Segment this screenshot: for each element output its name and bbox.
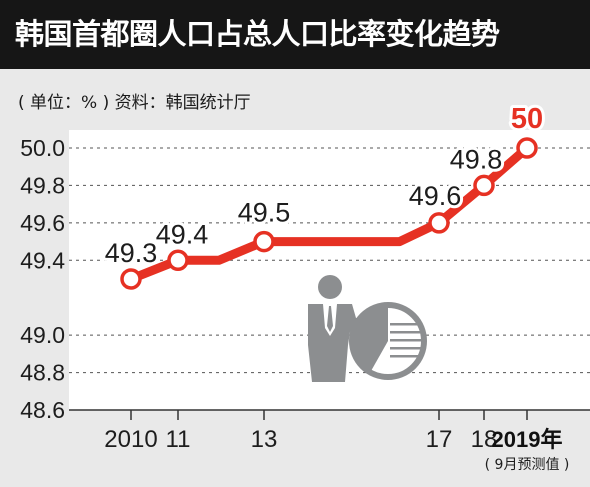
y-tick-label: 50.0: [20, 135, 65, 161]
data-label: 49.8: [450, 144, 503, 174]
y-tick-label: 49.4: [20, 247, 65, 273]
data-label-halo: 49.5: [238, 198, 291, 228]
data-point-marker: [253, 230, 275, 253]
data-point-marker: [473, 174, 495, 197]
x-tick-label: 17: [426, 426, 453, 453]
data-label-halo: 50: [511, 103, 543, 135]
data-label: 50: [511, 103, 543, 135]
data-label: 49.4: [156, 219, 209, 249]
data-label: 49.5: [238, 198, 291, 228]
y-tick-label: 49.6: [20, 210, 65, 236]
y-tick-label: 49.0: [20, 322, 65, 348]
data-point-marker: [516, 137, 538, 159]
y-tick-label: 48.6: [20, 397, 65, 423]
unit-and-source: ( 单位：% ) 资料：韩国统计厅: [18, 93, 251, 113]
x-tick-label: 2019年: [492, 427, 563, 452]
data-point-marker: [428, 212, 450, 234]
data-labels: 49.349.349.449.449.549.549.649.649.849.8…: [102, 100, 546, 271]
y-tick-label: 48.8: [20, 360, 65, 386]
x-tick-label: 11: [166, 426, 191, 453]
x-tick-label: 13: [251, 426, 278, 453]
title-bar: 韩国首都圈人口占总人口比率变化趋势: [0, 0, 590, 69]
data-label: 49.6: [409, 181, 462, 211]
y-tick-label: 49.8: [20, 172, 65, 198]
data-label-halo: 49.3: [105, 238, 158, 268]
y-axis-ticks: 48.6 48.8 49.0 49.4 49.6 49.8 50.0: [20, 135, 65, 423]
x-tick-label: 2010: [104, 426, 157, 453]
data-point-marker: [120, 268, 142, 290]
x-tick-label: 18: [471, 426, 498, 453]
data-label: 49.3: [105, 238, 158, 268]
data-label-halo: 49.4: [156, 219, 209, 249]
x-axis-note: ( 9月预测值 ): [485, 457, 570, 473]
data-label-halo: 49.6: [409, 181, 462, 211]
data-point-marker: [167, 249, 189, 272]
data-label-halo: 49.8: [450, 144, 503, 174]
data-markers: [120, 137, 538, 290]
chart-title: 韩国首都圈人口占总人口比率变化趋势: [15, 17, 500, 51]
person-presenting-pie-chart-icon: [308, 275, 427, 382]
